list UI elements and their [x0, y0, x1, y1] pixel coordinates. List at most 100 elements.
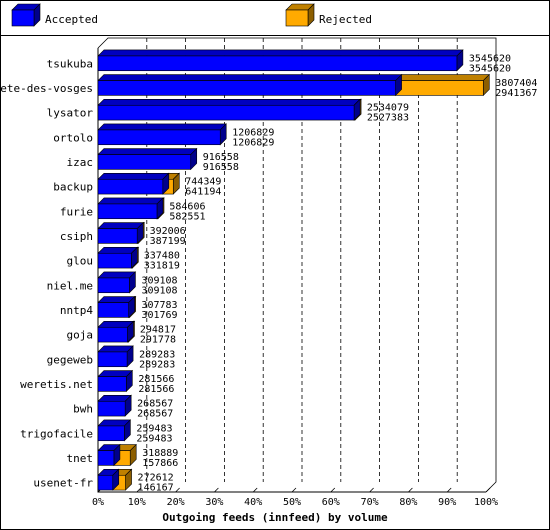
- value-accepted: 2527383: [367, 113, 409, 124]
- value-accepted: 916558: [203, 162, 239, 173]
- bar-accepted-nntp4-front: [97, 302, 129, 318]
- value-offered: 3807404: [495, 78, 537, 89]
- bar-accepted-bete-des-vosges-front: [97, 80, 396, 96]
- value-offered: 744349: [185, 177, 221, 188]
- value-offered: 259483: [136, 423, 172, 434]
- value-accepted: 289283: [139, 359, 175, 370]
- bar-accepted-ortolo-front: [97, 129, 221, 146]
- value-accepted: 157866: [142, 458, 178, 469]
- bar-accepted-glou: [97, 246, 139, 269]
- category-label: weretis.net: [20, 378, 93, 391]
- bar-accepted-tsukuba: [97, 49, 464, 72]
- x-tick-label: 40%: [244, 497, 262, 508]
- legend: Accepted Rejected: [11, 3, 372, 27]
- bar-accepted-bwh: [97, 394, 132, 417]
- x-tick-label: 90%: [438, 497, 456, 508]
- bar-accepted-tsukuba-front: [97, 55, 458, 72]
- value-offered: 584606: [169, 201, 205, 212]
- bar-accepted-glou-top: [97, 246, 139, 254]
- bar-accepted-bete-des-vosges-top: [97, 74, 403, 81]
- bar-accepted-ortolo: [97, 123, 227, 146]
- bars: [97, 49, 491, 491]
- bar-accepted-tsukuba-top: [97, 49, 464, 57]
- bar-accepted-weretis.net-front: [97, 376, 127, 392]
- bar-rejected-bete-des-vosges: [394, 73, 491, 97]
- value-offered: 1206829: [232, 127, 274, 138]
- bar-accepted-goja: [97, 320, 135, 343]
- bar-accepted-niel.me-front: [97, 277, 130, 294]
- bar-accepted-usenet-fr-front: [97, 474, 114, 491]
- legend-swatch-accepted-front: [11, 9, 35, 27]
- bar-accepted-trigofacile-front: [97, 425, 125, 442]
- bar-accepted-bete-des-vosges: [97, 73, 403, 97]
- value-offered: 272612: [138, 473, 174, 484]
- x-tick-mark-5: [291, 487, 297, 493]
- value-accepted: 301769: [141, 310, 177, 321]
- bar-accepted-lysator-front: [97, 104, 355, 121]
- bar-accepted-csiph-top: [97, 222, 144, 229]
- category-label: niel.me: [47, 279, 93, 292]
- x-tick-mark-4: [252, 487, 258, 493]
- plot-back-frame: [97, 37, 497, 493]
- value-offered: 268567: [137, 399, 173, 410]
- bar-accepted-nntp4: [97, 295, 136, 319]
- x-tick-label: 20%: [167, 497, 185, 508]
- bar-rejected-bete-des-vosges-front: [395, 80, 484, 96]
- category-label: bete-des-vosges: [0, 82, 93, 95]
- x-tick-mark-1: [136, 487, 142, 493]
- value-accepted: 291778: [140, 335, 176, 346]
- value-offered: 289283: [139, 349, 175, 360]
- category-label: usenet-fr: [33, 477, 93, 490]
- bar-accepted-furie: [97, 197, 164, 220]
- bar-accepted-backup-top: [97, 172, 170, 180]
- legend-swatch-accepted: [11, 3, 41, 27]
- bar-accepted-bwh-front: [97, 400, 126, 417]
- bar-accepted-izac-front: [97, 154, 192, 170]
- bar-accepted-izac: [97, 147, 198, 171]
- bar-accepted-izac-top: [97, 148, 198, 155]
- value-offered: 3545620: [469, 53, 511, 64]
- category-label: trigofacile: [20, 427, 93, 440]
- bar-accepted-niel.me: [97, 271, 137, 294]
- category-label: furie: [60, 205, 93, 218]
- x-tick-label: 0%: [92, 497, 104, 508]
- bar-accepted-furie-front: [97, 203, 158, 220]
- value-offered: 318889: [142, 448, 178, 459]
- x-tick-label: 60%: [322, 497, 340, 508]
- bar-accepted-gegeweb-front: [97, 351, 128, 368]
- legend-swatch-rejected: [285, 3, 315, 27]
- x-tick-label: 80%: [399, 497, 417, 508]
- legend-label-accepted: Accepted: [45, 13, 98, 26]
- x-tick-mark-3: [214, 487, 219, 493]
- x-tick-label: 50%: [283, 497, 301, 508]
- category-label: nntp4: [60, 304, 93, 317]
- value-offered: 307783: [141, 300, 177, 311]
- value-offered: 2534079: [367, 103, 409, 114]
- value-accepted: 309108: [141, 285, 177, 296]
- legend-swatch-rejected-front: [285, 9, 309, 27]
- category-label: bwh: [73, 403, 93, 416]
- bar-accepted-niel.me-top: [97, 271, 137, 279]
- category-label: tnet: [67, 452, 94, 465]
- bar-accepted-goja-front: [97, 326, 128, 343]
- value-accepted: 1206829: [232, 137, 274, 148]
- bar-accepted-tnet-front: [97, 450, 115, 466]
- x-tick-label: 10%: [128, 497, 146, 508]
- value-accepted: 146167: [138, 483, 174, 494]
- bar-accepted-lysator: [97, 98, 361, 121]
- value-offered: 337480: [144, 251, 180, 262]
- bar-accepted-trigofacile: [97, 419, 132, 442]
- value-offered: 392006: [150, 226, 186, 237]
- legend-label-rejected: Rejected: [319, 13, 372, 26]
- bar-accepted-backup: [97, 172, 170, 195]
- x-tick-mark-10: [485, 487, 491, 493]
- x-tick-mark-8: [408, 487, 413, 493]
- category-label: tsukuba: [47, 57, 93, 70]
- bar-accepted-lysator-top: [97, 98, 361, 106]
- category-label: csiph: [60, 230, 93, 243]
- value-offered: 309108: [141, 275, 177, 286]
- value-accepted: 268567: [137, 409, 173, 420]
- x-tick-mark-9: [446, 487, 452, 493]
